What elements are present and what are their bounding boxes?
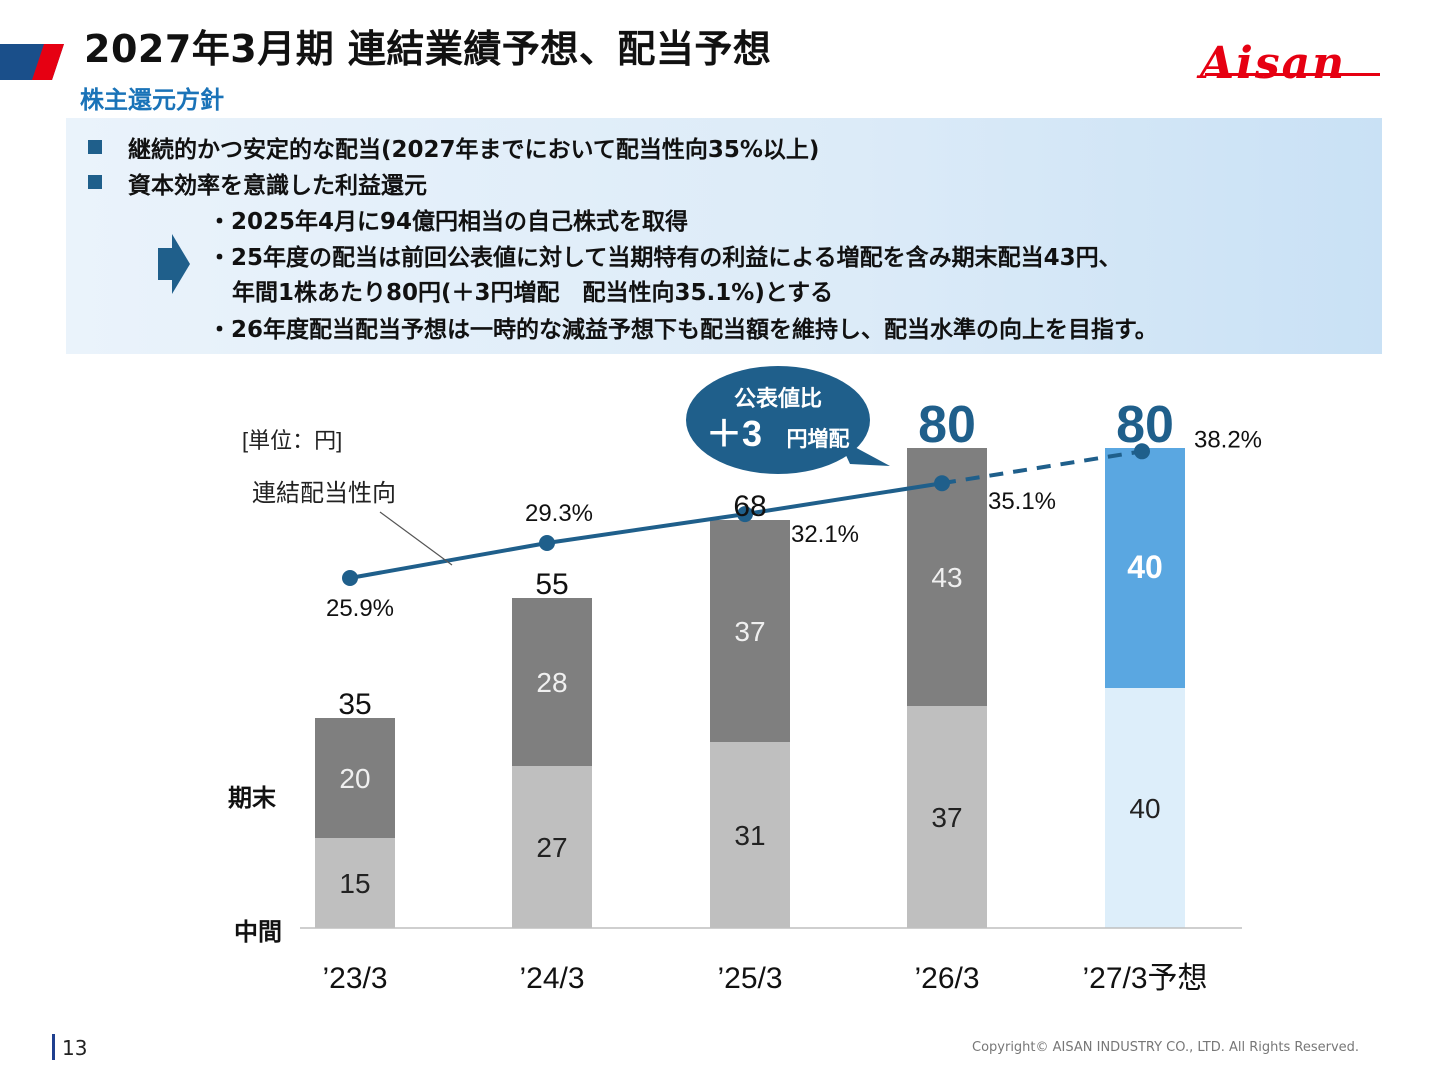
payout-ratio-label: 29.3% (525, 500, 593, 527)
bar-total-value-label: 55 (535, 568, 568, 601)
payout-ratio-point (934, 475, 950, 492)
callout-line-1: 公表値比 (734, 386, 822, 411)
page-number: 13 (62, 1036, 88, 1060)
company-logo: Aisan (1200, 38, 1346, 89)
series-label-year-end: 期末 (228, 785, 277, 812)
policy-sub-item-1: ・2025年4月に94億円相当の自己株式を取得 (208, 209, 689, 235)
bar-interim (315, 838, 395, 928)
policy-bullet-1: 継続的かつ安定的な配当(2027年までにおいて配当性向35%以上) (128, 137, 820, 163)
x-tick-label: ’27/3予想 (1082, 962, 1207, 995)
series-label-interim: 中間 (234, 919, 282, 946)
bar-year-end (710, 520, 790, 742)
callout-bubble-tail (838, 438, 890, 466)
arrow-right-icon (158, 234, 190, 294)
payout-ratio-label: 35.1% (988, 488, 1056, 515)
payout-ratio-label: 38.2% (1194, 426, 1262, 453)
bar-year-end-value-label: 20 (339, 763, 370, 794)
payout-ratio-label: 25.9% (326, 595, 394, 622)
bar-total-value-label: 80 (918, 396, 976, 454)
bar-interim-value-label: 15 (339, 868, 370, 899)
policy-bullet-2: 資本効率を意識した利益還元 (128, 173, 427, 199)
bar-year-end (512, 598, 592, 766)
copyright-notice: Copyright© AISAN INDUSTRY CO., LTD. All … (972, 1040, 1360, 1055)
bar-interim-value-label: 27 (536, 832, 567, 863)
bar-year-end (315, 718, 395, 838)
x-tick-label: ’23/3 (322, 962, 387, 995)
payout-legend-leader (379, 511, 453, 566)
payout-ratio-point (539, 534, 555, 551)
x-tick-label: ’25/3 (717, 962, 782, 995)
bullet-square-icon (88, 175, 102, 189)
payout-ratio-point (1134, 443, 1150, 460)
bar-total-value-label: 80 (1116, 396, 1174, 454)
page-title: 2027年3月期 連結業績予想、配当予想 (84, 27, 772, 71)
payout-ratio-line (349, 481, 943, 580)
bar-year-end (907, 448, 987, 706)
page-subtitle: 株主還元方針 (80, 86, 224, 114)
unit-label: [単位：円] (242, 428, 342, 453)
bar-interim (1105, 688, 1185, 928)
policy-sub-item-3: ・26年度配当配当予想は一時的な減益予想下も配当額を維持し、配当水準の向上を目指… (208, 317, 1158, 343)
payout-legend-label: 連結配当性向 (252, 480, 396, 507)
x-tick-label: ’26/3 (914, 962, 979, 995)
bar-year-end (1105, 448, 1185, 688)
bar-interim (907, 706, 987, 928)
x-tick-label: ’24/3 (519, 962, 584, 995)
payout-ratio-label: 32.1% (791, 521, 859, 548)
policy-sub-item-2b: 年間1株あたり80円(＋3円増配 配当性向35.1%)とする (232, 280, 834, 306)
callout-line-2: 円増配 (787, 427, 850, 451)
bar-total-value-label: 68 (733, 490, 766, 523)
bar-interim-value-label: 37 (931, 802, 962, 833)
dividend-chart: 15 20 35 ’23/3 27 28 55 ’24/3 31 37 68 ’25/3 37 43 80 ’… (228, 366, 1262, 995)
logo-text: Aisan (1200, 38, 1347, 89)
bar-interim-value-label: 40 (1129, 793, 1160, 824)
payout-ratio-forecast-line (941, 449, 1143, 486)
bar-year-end-value-label: 28 (536, 667, 567, 698)
bar-year-end-value-label: 40 (1127, 549, 1163, 585)
policy-sub-item-2a: ・25年度の配当は前回公表値に対して当期特有の利益による増配を含み期末配当43円… (208, 245, 1122, 271)
payout-ratio-point (737, 506, 753, 523)
header-accent (0, 44, 64, 80)
bar-interim (710, 742, 790, 928)
bar-total-value-label: 35 (338, 688, 371, 721)
policy-box: 継続的かつ安定的な配当(2027年までにおいて配当性向35%以上) 資本効率を意… (66, 118, 1382, 354)
bar-interim (512, 766, 592, 928)
page-number-bar (52, 1034, 55, 1060)
bar-interim-value-label: 31 (734, 820, 765, 851)
callout-bubble-shape (686, 366, 870, 474)
bullet-square-icon (88, 140, 102, 154)
payout-ratio-point (342, 570, 358, 586)
bar-year-end-value-label: 37 (734, 616, 765, 647)
callout-plus-three: ＋3 (706, 413, 762, 454)
logo-underline (1205, 73, 1380, 76)
bar-year-end-value-label: 43 (931, 562, 962, 593)
callout-bubble: 公表値比 ＋3 円増配 (686, 366, 890, 474)
